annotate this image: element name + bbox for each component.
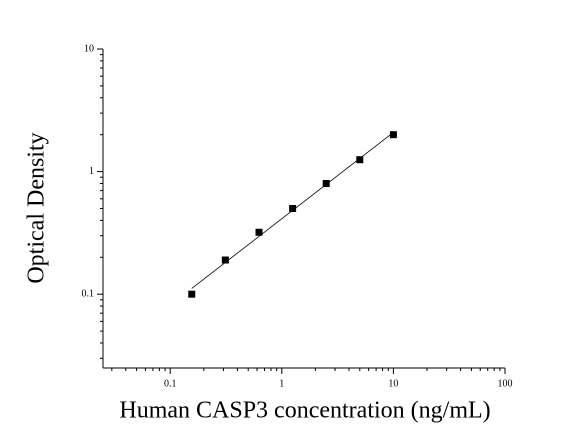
y-tick-label: 10 [84,43,94,54]
y-tick-label: 0.1 [82,288,95,299]
data-point [322,179,330,187]
data-point [356,156,364,164]
data-point [289,205,297,212]
data-point [188,290,196,298]
data-point [221,256,229,264]
x-tick-label: 100 [498,378,513,389]
data-point [389,131,397,139]
x-tick-label: 0.1 [164,378,177,389]
y-tick-label: 1 [89,166,94,177]
x-tick-label: 1 [279,378,284,389]
x-tick-label: 10 [388,378,398,389]
data-point [255,228,263,236]
x-axis-title: Human CASP3 concentration (ng/mL) [119,398,490,424]
y-axis-title: Optical Density [24,132,50,283]
